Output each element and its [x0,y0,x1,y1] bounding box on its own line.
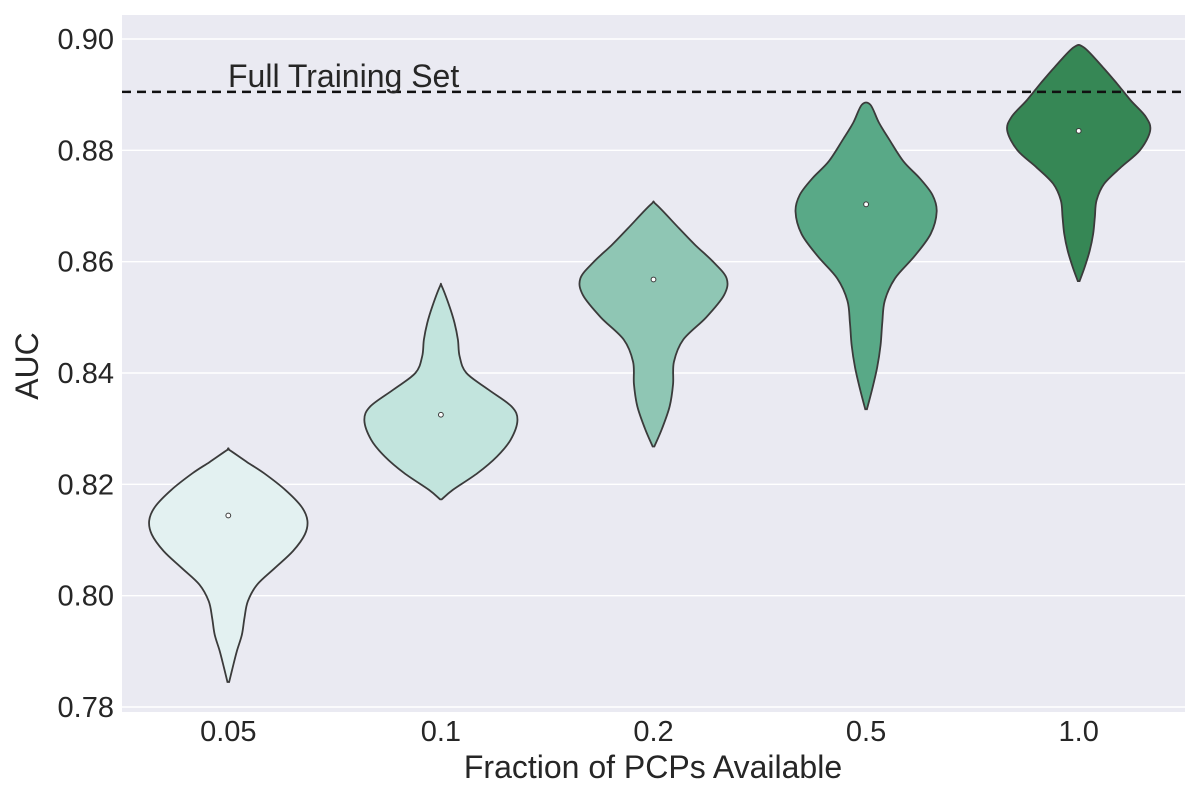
violin-1.0 [1006,44,1152,283]
x-axis-title: Fraction of PCPs Available [464,749,842,785]
median-point [863,201,869,208]
full-training-set-label: Full Training Set [228,58,459,94]
x-tick-label: 1.0 [1059,716,1099,748]
y-tick-label: 0.90 [58,24,114,56]
reference-line-group: Full Training Set [122,58,1185,94]
x-tick-labels: 0.05 0.1 0.2 0.5 1.0 [200,716,1099,748]
y-axis-title: AUC [9,332,45,400]
grid-lines [122,38,1185,708]
y-tick-label: 0.80 [58,581,114,613]
violin-body [148,447,309,683]
violin-0.2 [578,200,729,448]
x-tick-label: 0.05 [200,716,256,748]
violin-body [794,101,938,411]
y-tick-labels: 0.78 0.80 0.82 0.84 0.86 0.88 0.90 [58,24,114,724]
median-point [438,411,444,418]
y-tick-label: 0.78 [58,692,114,724]
median-point [225,512,232,519]
y-tick-label: 0.88 [58,135,114,167]
violin-0.1 [363,282,519,501]
y-tick-label: 0.82 [58,469,114,501]
violin-0.5 [794,101,938,411]
y-tick-label: 0.86 [58,247,114,279]
violin-body [1006,44,1152,283]
violins [148,44,1152,683]
x-tick-label: 0.1 [421,716,461,748]
violin-0.05 [148,447,309,683]
median-point [1075,127,1082,134]
x-tick-label: 0.5 [846,716,886,748]
y-tick-label: 0.84 [58,358,114,390]
x-tick-label: 0.2 [633,716,673,748]
violin-body [363,282,519,501]
violin-body [578,200,729,448]
median-point [650,276,657,283]
